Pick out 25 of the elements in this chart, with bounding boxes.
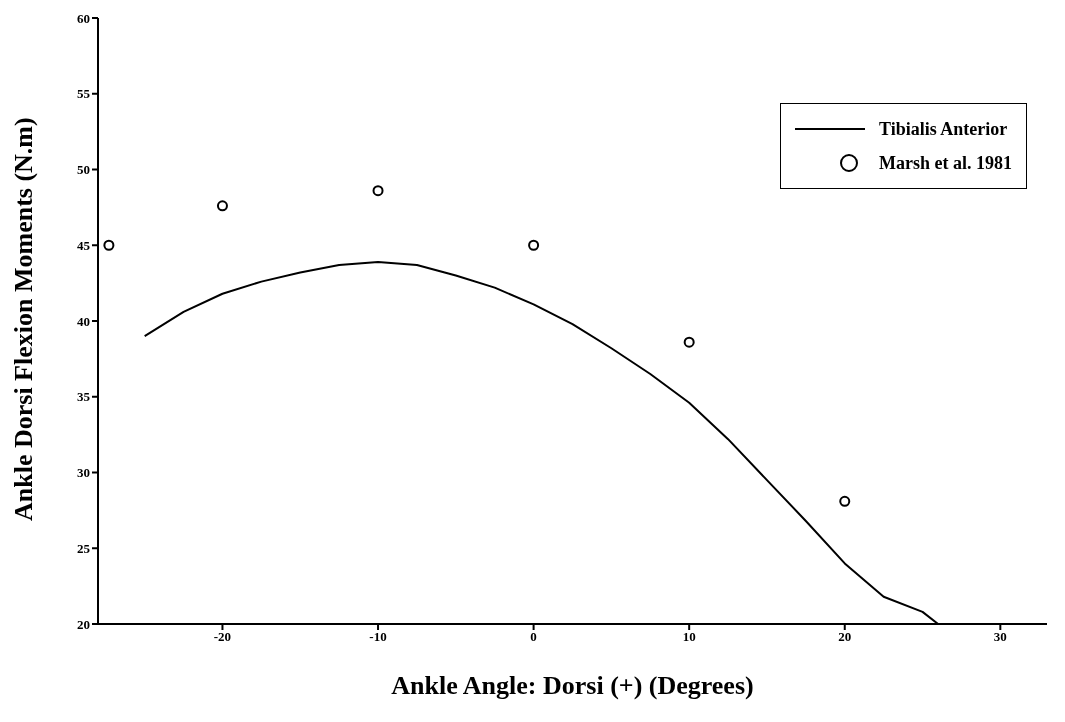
legend-label: Marsh et al. 1981 (879, 152, 1012, 174)
y-tick-label: 60 (77, 10, 90, 26)
point (216, 200, 228, 212)
x-tick-label: 10 (682, 629, 696, 645)
y-tick-label: 45 (77, 237, 91, 253)
x-tick-label: -20 (213, 629, 232, 645)
x-tick-label: 20 (838, 629, 852, 645)
x-axis-title: Ankle Angle: Dorsi (+) (Degrees) (391, 671, 754, 700)
point (103, 239, 115, 251)
x-tick-label: -10 (369, 629, 387, 645)
y-tick-label: 50 (77, 162, 90, 178)
y-axis-title: Ankle Dorsi Flexion Moments (N.m) (9, 117, 39, 521)
point (839, 495, 851, 507)
y-tick-label: 25 (77, 540, 91, 556)
y-tick-label: 55 (77, 86, 91, 102)
y-tick-label: 35 (77, 389, 91, 405)
point (372, 185, 384, 197)
legend-label: Tibialis Anterior (879, 118, 1008, 140)
y-tick-label: 20 (77, 616, 90, 632)
y-tick-label: 40 (77, 313, 90, 329)
x-tick-label: 0 (530, 629, 537, 645)
y-tick-label: 30 (77, 465, 90, 481)
x-tick-label: 30 (993, 629, 1007, 645)
point (528, 239, 540, 251)
point (683, 336, 695, 348)
